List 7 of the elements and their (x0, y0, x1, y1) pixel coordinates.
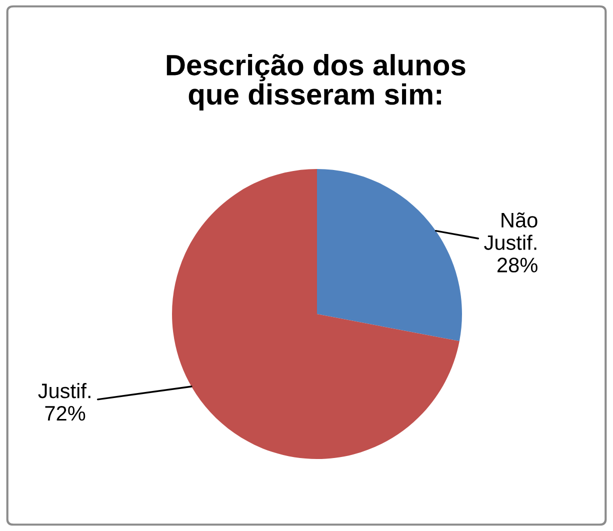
pie-slice (317, 169, 462, 342)
data-label: 28% (498, 258, 538, 272)
chart-title: Descrição dos alunos que disseram sim: (166, 54, 466, 111)
data-label: 72% (45, 406, 86, 421)
slice-label: Justif. (38, 382, 90, 398)
slice-label: Não Justif. (484, 212, 538, 250)
pie-slice (172, 169, 460, 459)
